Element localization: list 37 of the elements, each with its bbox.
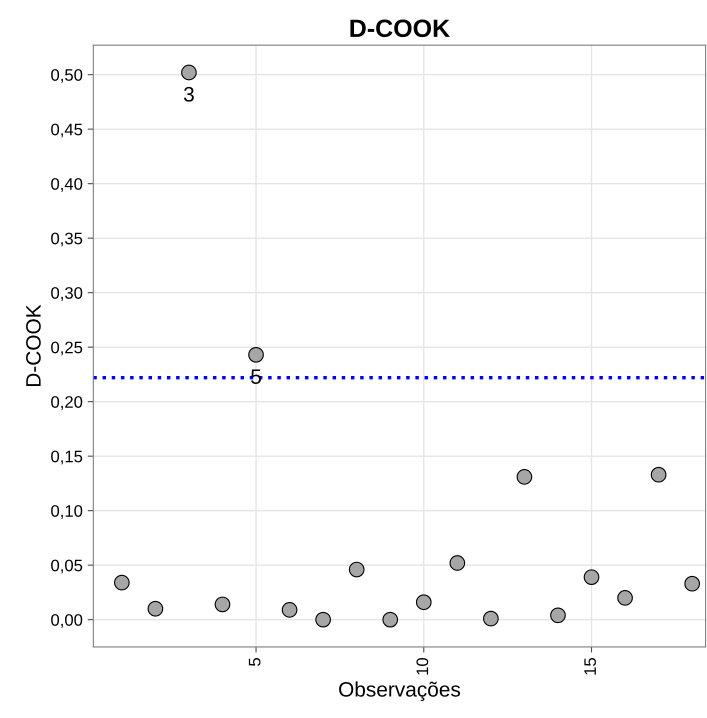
point	[382, 612, 398, 628]
x-tick-label: 5	[248, 658, 261, 666]
point	[684, 576, 700, 592]
point	[483, 610, 499, 626]
y-axis-title: D-COOK	[26, 304, 41, 386]
y-tick-label: 0,10	[51, 505, 82, 519]
point	[114, 574, 130, 590]
point	[348, 562, 365, 578]
point	[516, 469, 532, 485]
y-tick-label: 0,00	[51, 614, 82, 628]
point	[148, 600, 164, 617]
annotation: 3	[184, 86, 194, 102]
y-tick-label: 0,20	[51, 396, 82, 410]
y-tick-label: 0,40	[51, 178, 82, 192]
x-tick-label: 15	[584, 658, 596, 675]
point	[650, 466, 666, 483]
y-tick-label: 0,45	[51, 124, 82, 138]
y-tick-label: 0,35	[51, 232, 82, 246]
point	[550, 607, 566, 624]
chart-title: D-COOK	[350, 19, 450, 38]
y-tick-label: 0,25	[51, 342, 82, 356]
y-tick-label: 0,05	[51, 560, 82, 574]
point	[282, 602, 298, 618]
point	[449, 555, 466, 571]
point	[416, 594, 432, 610]
annotation: 5	[251, 369, 261, 384]
point	[584, 569, 600, 585]
y-tick-label: 0,50	[51, 69, 82, 83]
y-tick-label: 0,15	[51, 450, 82, 464]
point	[214, 596, 230, 612]
point	[248, 346, 264, 363]
x-axis-title: Observações	[339, 681, 460, 701]
point	[617, 590, 633, 606]
x-tick-label: 10	[416, 658, 428, 675]
y-tick-label: 0,30	[51, 287, 82, 301]
point	[181, 64, 197, 80]
point	[315, 612, 331, 628]
